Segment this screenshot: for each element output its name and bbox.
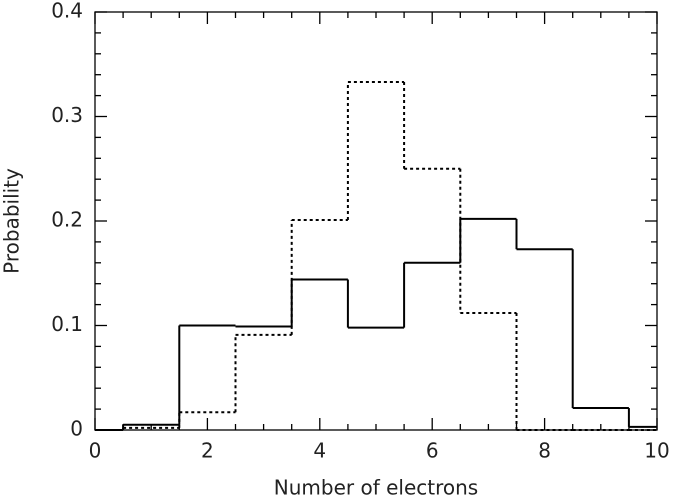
x-tick-label: 8 [538,439,551,463]
y-tick-label: 0.4 [51,0,83,23]
y-tick-label: 0.3 [51,103,83,127]
x-tick-label: 6 [426,439,439,463]
x-tick-label: 0 [89,439,102,463]
y-axis-label: Probability [0,168,24,274]
plot-frame [94,11,658,431]
x-tick-label: 2 [201,439,214,463]
x-tick-label: 10 [644,439,669,463]
y-tick-label: 0.1 [51,312,83,336]
y-tick-label: 0.2 [51,208,83,232]
x-tick-label: 4 [313,439,326,463]
y-tick-label: 0 [70,417,83,441]
x-axis-label: Number of electrons [274,476,478,500]
